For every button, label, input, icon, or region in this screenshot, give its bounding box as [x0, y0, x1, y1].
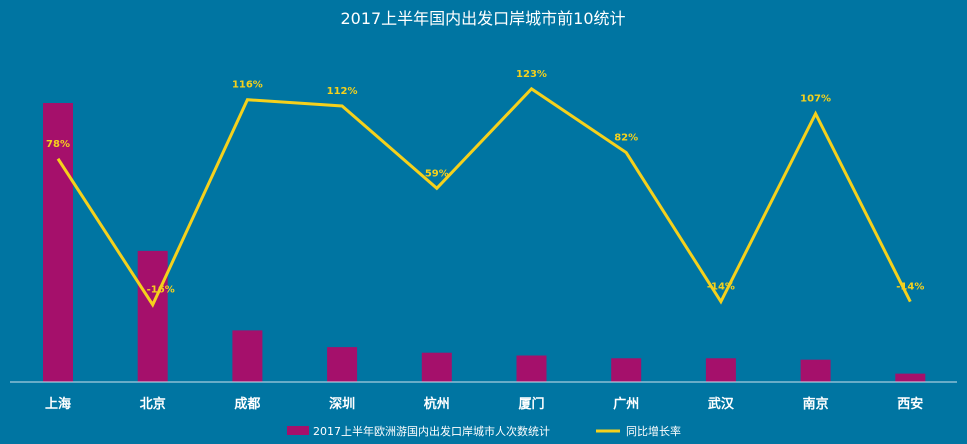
x-tick-label: 杭州 — [424, 396, 450, 412]
x-tick-label: 厦门 — [518, 396, 544, 412]
line-data-labels: 78% -16% 116% 112% 59% 123% 82% -14% 107% -14% — [46, 69, 924, 296]
bar-厦门 — [516, 355, 547, 382]
bar-北京 — [137, 250, 168, 382]
chart-title: 2017上半年国内出发口岸城市前10统计 — [340, 9, 625, 28]
line-data-label: -16% — [147, 285, 175, 296]
line-data-label: 82% — [614, 133, 638, 144]
line-data-label: 59% — [425, 168, 449, 179]
x-tick-label: 北京 — [140, 396, 166, 412]
bar-西安 — [895, 373, 926, 382]
x-tick-labels: 上海 北京 成都 深圳 杭州 厦门 广州 武汉 南京 西安 — [45, 396, 923, 412]
x-tick-label: 深圳 — [329, 396, 355, 412]
line-data-label: 112% — [327, 86, 358, 97]
legend-label-line: 同比增长率 — [626, 424, 681, 438]
bar-杭州 — [421, 352, 452, 382]
line-data-label: 78% — [46, 139, 70, 150]
x-tick-label: 南京 — [803, 396, 829, 412]
bar-广州 — [611, 358, 642, 382]
legend-swatch-bar — [287, 426, 309, 435]
bar-上海 — [43, 103, 73, 382]
bars-group — [43, 103, 926, 382]
x-tick-label: 西安 — [897, 396, 923, 412]
bar-武汉 — [705, 358, 736, 382]
line-data-label: 116% — [232, 80, 263, 91]
bar-成都 — [232, 330, 263, 382]
growth-rate-line — [56, 86, 912, 308]
x-tick-label: 上海 — [45, 396, 71, 412]
line-data-label: -14% — [707, 282, 735, 293]
line-data-label: -14% — [896, 282, 924, 293]
legend-label-bar: 2017上半年欧洲游国内出发口岸城市人次数统计 — [313, 424, 550, 438]
bar-深圳 — [327, 347, 358, 382]
legend: 2017上半年欧洲游国内出发口岸城市人次数统计 同比增长率 — [287, 424, 681, 438]
line-series-group — [56, 86, 912, 308]
line-data-label: 107% — [800, 94, 831, 105]
line-data-label: 123% — [516, 69, 547, 80]
bar-南京 — [800, 359, 831, 382]
x-tick-label: 广州 — [613, 396, 639, 412]
x-tick-label: 成都 — [234, 396, 260, 412]
x-tick-label: 武汉 — [708, 396, 735, 412]
